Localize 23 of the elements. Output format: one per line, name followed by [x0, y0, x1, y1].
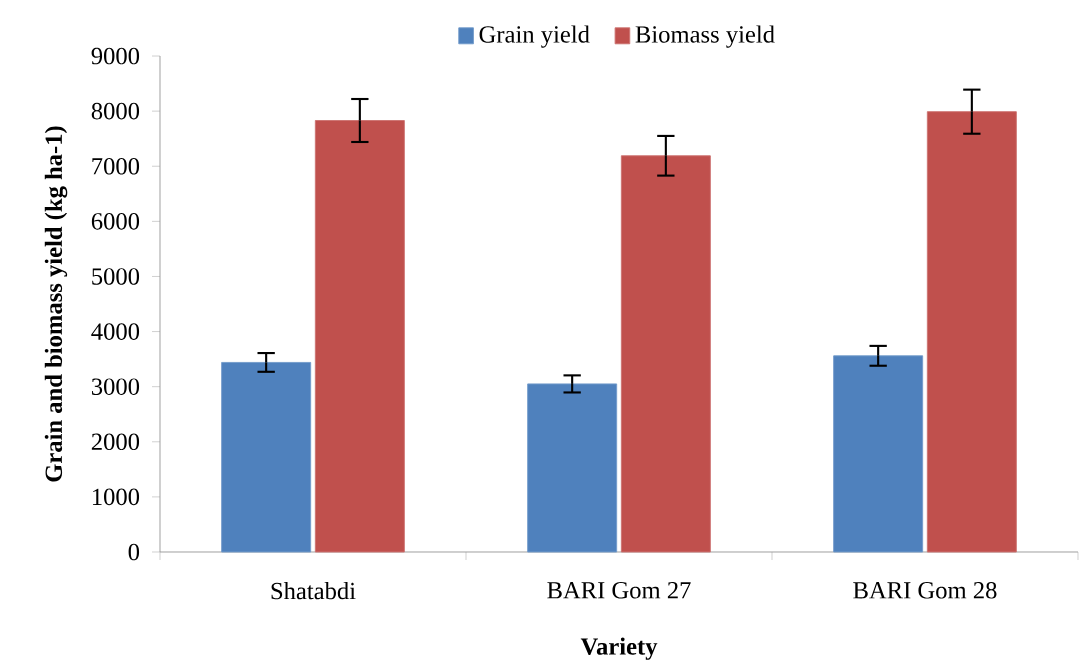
y-tick-label: 2000 — [91, 433, 140, 451]
y-tick-label: 6000 — [91, 213, 140, 230]
legend-label: Grain yield — [479, 25, 590, 48]
y-tick-label: 4000 — [91, 323, 140, 340]
x-tick-label: BARI Gom 27 — [547, 582, 691, 599]
bar — [314, 120, 405, 553]
bar — [221, 361, 312, 553]
x-tick-label: BARI Gom 28 — [853, 582, 997, 599]
bar — [833, 355, 924, 553]
y-tick-label: 3000 — [91, 378, 140, 395]
bar — [926, 111, 1017, 553]
y-tick-label: 8000 — [91, 102, 140, 120]
y-tick-label: 9000 — [91, 47, 140, 65]
legend-label: Biomass yield — [635, 25, 775, 48]
y-tick-label: 0 — [128, 543, 140, 561]
x-axis-title: Variety — [580, 637, 658, 660]
y-tick-label: 7000 — [92, 157, 140, 175]
bar — [620, 155, 711, 553]
y-tick-label: 1000 — [92, 488, 140, 506]
bar — [527, 383, 618, 553]
y-tick-label: 5000 — [92, 268, 140, 285]
y-axis-title: Grain and biomass yield (kg ha-1) — [44, 126, 68, 482]
x-tick-label: Shatabdi — [271, 582, 356, 600]
